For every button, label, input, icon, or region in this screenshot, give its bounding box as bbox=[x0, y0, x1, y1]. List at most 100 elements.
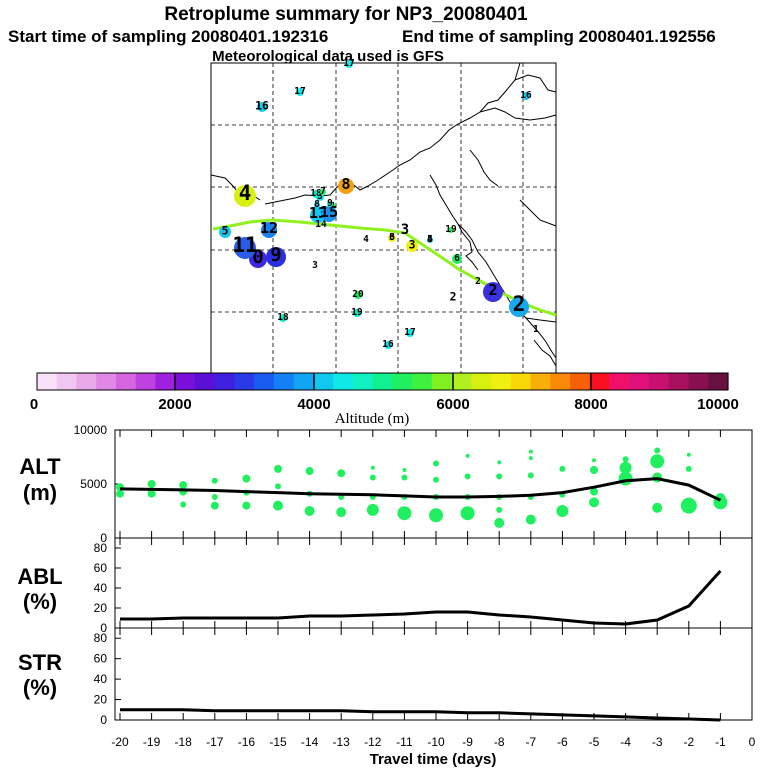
plume-marker-label: 4 bbox=[427, 234, 433, 245]
alt-point bbox=[433, 476, 439, 483]
plume-marker-label: 16 bbox=[255, 98, 269, 112]
plume-centroid-path bbox=[212, 218, 557, 317]
plume-marker bbox=[448, 227, 454, 233]
colorbar-cell bbox=[135, 373, 157, 390]
alt-point bbox=[528, 449, 533, 454]
plume-marker bbox=[406, 329, 414, 337]
x-tick-label: -11 bbox=[396, 735, 413, 749]
colorbar-axis-label: Altitude (m) bbox=[335, 411, 410, 427]
time-series-panels: ALT (m) ABL (%) STR (%) 10000 5000 0 80 60 4… bbox=[17, 423, 755, 768]
plume-marker bbox=[321, 206, 337, 222]
alt-point bbox=[685, 465, 692, 472]
start-time-label: Start time of sampling 20080401.192316 bbox=[8, 27, 328, 46]
x-tick-label: -8 bbox=[494, 735, 505, 749]
plume-marker-label: 6 bbox=[454, 253, 460, 264]
abl-y-ticks: 80 60 40 20 0 bbox=[94, 541, 121, 635]
x-tick-label: -14 bbox=[301, 735, 319, 749]
colorbar-cells bbox=[37, 373, 729, 390]
plume-marker-label: 7 bbox=[329, 201, 335, 212]
plume-marker-label: 5 bbox=[427, 234, 433, 245]
map-graticule bbox=[211, 63, 556, 373]
altitude-colorbar: 0 2000 4000 6000 8000 10000 Altitude (m) bbox=[30, 372, 739, 427]
alt-panel-label: ALT bbox=[19, 454, 61, 479]
colorbar-cell bbox=[155, 373, 176, 390]
x-tick-labels: -20 -19 -18 -17 -16 -15 -14 -13 -12 -11 -10 -9 -8 -7-… bbox=[111, 735, 755, 749]
alt-point bbox=[497, 460, 502, 465]
plume-marker-label: 5 bbox=[222, 223, 229, 237]
colorbar-tick: 0 bbox=[30, 396, 38, 413]
plume-marker-label: 3 bbox=[409, 237, 416, 251]
alt-point bbox=[147, 480, 156, 488]
plume-marker-label: 11 bbox=[232, 233, 257, 257]
plume-marker-label: 8 bbox=[314, 199, 320, 210]
alt-point bbox=[556, 505, 569, 517]
alt-point bbox=[590, 466, 598, 474]
str-y-ticks: 80 60 40 20 0 bbox=[94, 631, 121, 727]
x-tick-label: -6 bbox=[557, 735, 568, 749]
colorbar-tick: 6000 bbox=[436, 396, 469, 413]
alt-point bbox=[680, 497, 697, 514]
plume-marker bbox=[234, 237, 256, 259]
plume-marker-label: 18 bbox=[310, 188, 322, 199]
alt-point bbox=[525, 514, 536, 525]
plume-marker-label: 19 bbox=[351, 307, 363, 318]
colorbar-cell bbox=[96, 373, 117, 390]
alt-point bbox=[496, 473, 503, 480]
abl-panel-label: ABL bbox=[17, 564, 62, 589]
plume-marker bbox=[345, 60, 353, 68]
x-tick-label: -12 bbox=[364, 735, 382, 749]
colorbar-cell bbox=[550, 373, 571, 390]
colorbar-cell bbox=[570, 373, 591, 390]
colorbar-tick: 10000 bbox=[697, 396, 739, 413]
alt-scatter-points bbox=[116, 447, 728, 528]
x-tick-label: 0 bbox=[749, 735, 756, 749]
y-tick-label: 0 bbox=[100, 713, 107, 727]
alt-point bbox=[460, 506, 475, 521]
y-tick-label: 0 bbox=[100, 621, 107, 635]
colorbar-cell bbox=[254, 373, 275, 390]
plume-marker-label: 17 bbox=[343, 58, 354, 69]
alt-point bbox=[401, 474, 408, 481]
y-tick-label: 80 bbox=[94, 631, 108, 645]
plume-marker-label: 6 bbox=[389, 232, 395, 243]
alt-point bbox=[242, 474, 251, 483]
str-panel-label: STR bbox=[18, 650, 62, 675]
colorbar-cell bbox=[37, 373, 58, 390]
colorbar-cell bbox=[668, 373, 690, 390]
colorbar-cell bbox=[649, 373, 670, 390]
map-frame bbox=[210, 62, 557, 374]
str-panel-frame bbox=[114, 627, 753, 721]
colorbar-cell bbox=[352, 373, 374, 390]
colorbar-cell bbox=[491, 373, 512, 390]
x-tick-label: -4 bbox=[620, 735, 631, 749]
plume-marker bbox=[384, 341, 392, 349]
str-line bbox=[120, 708, 721, 722]
plume-marker-label: 19 bbox=[445, 224, 457, 235]
plume-marker-label: 7 bbox=[320, 186, 326, 197]
colorbar-cell bbox=[214, 373, 236, 390]
colorbar-cell bbox=[412, 373, 433, 390]
x-tick-label: -15 bbox=[269, 735, 287, 749]
alt-point bbox=[211, 494, 218, 500]
colorbar-cell bbox=[333, 373, 354, 390]
alt-point bbox=[397, 506, 412, 521]
y-tick-label: 20 bbox=[94, 601, 108, 615]
alt-point bbox=[210, 501, 219, 510]
x-tick-label: -13 bbox=[333, 735, 351, 749]
y-tick-label: 40 bbox=[94, 581, 108, 595]
plume-marker bbox=[234, 185, 256, 207]
colorbar-cell bbox=[293, 373, 314, 390]
x-tick-label: -9 bbox=[462, 735, 473, 749]
alt-point bbox=[305, 467, 314, 475]
plume-marker-label: 2 bbox=[513, 292, 526, 316]
plume-marker bbox=[483, 282, 503, 302]
plume-marker bbox=[261, 222, 277, 238]
plume-marker-label: 16 bbox=[382, 339, 394, 350]
path-day-label: 3 bbox=[401, 222, 409, 238]
plume-marker bbox=[320, 189, 326, 195]
plume-marker-label: 1 bbox=[533, 324, 539, 335]
colorbar-cell bbox=[313, 373, 334, 390]
alt-point bbox=[179, 481, 188, 490]
abl-panel-frame bbox=[114, 537, 753, 629]
